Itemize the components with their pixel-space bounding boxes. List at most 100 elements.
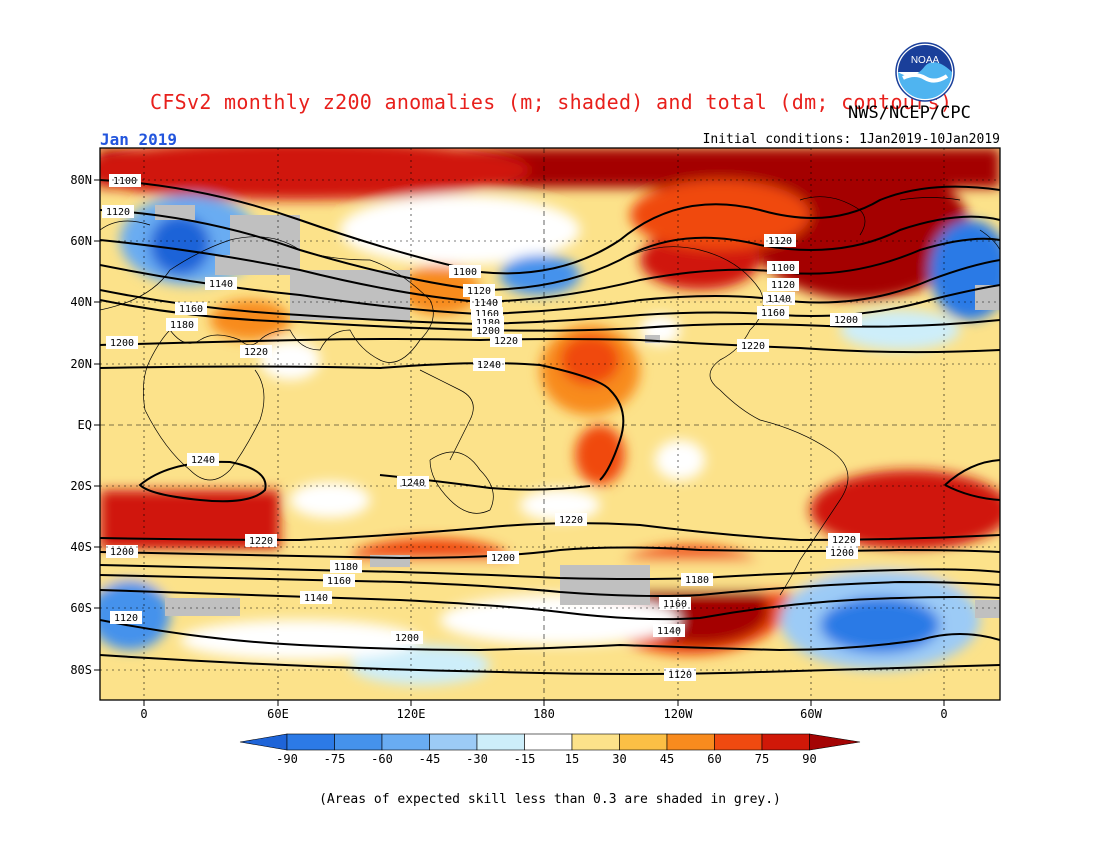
svg-text:1200: 1200: [110, 547, 134, 558]
contour-label: 1220: [245, 534, 277, 547]
lon-label: 60E: [267, 707, 289, 721]
colorbar-tick-label: -30: [466, 752, 488, 766]
colorbar-segment: [429, 733, 478, 751]
colorbar-tick-label: 30: [612, 752, 626, 766]
svg-text:1180: 1180: [685, 575, 709, 586]
svg-text:1200: 1200: [110, 338, 134, 349]
contour-label: 1140: [205, 277, 237, 290]
colorbar-tick-label: 45: [660, 752, 674, 766]
contour-label: 1220: [240, 345, 272, 358]
colorbar-tick-label: -45: [419, 752, 441, 766]
svg-text:1100: 1100: [771, 263, 795, 274]
contour-label: 1220: [737, 339, 769, 352]
lat-label: 40N: [70, 295, 92, 309]
contour-label: 1220: [555, 513, 587, 526]
contour-label: 1200: [106, 336, 138, 349]
contour-label: 1120: [764, 234, 796, 247]
contour-label: 1220: [490, 334, 522, 347]
contour-label: 1160: [175, 302, 207, 315]
svg-text:1240: 1240: [477, 360, 501, 371]
svg-text:1200: 1200: [395, 633, 419, 644]
svg-text:1140: 1140: [767, 294, 791, 305]
colorbar-tick-label: 90: [802, 752, 816, 766]
svg-text:1160: 1160: [327, 576, 351, 587]
contour-label: 1140: [300, 591, 332, 604]
contour-label: 1200: [487, 551, 519, 564]
contour-label: 1200: [830, 313, 862, 326]
svg-text:1180: 1180: [170, 320, 194, 331]
svg-text:1140: 1140: [304, 593, 328, 604]
shaded-anomaly-field: 1100 1120 1140 1160 1180 1200 1220 1240 …: [100, 148, 1000, 700]
colorbar-segment: [571, 733, 620, 751]
valid-month-label: Jan 2019: [100, 130, 178, 149]
svg-text:1120: 1120: [768, 236, 792, 247]
contour-label: 1160: [757, 306, 789, 319]
colorbar-tick-label: -15: [514, 752, 536, 766]
contour-label: 1160: [323, 574, 355, 587]
lat-label: 80S: [70, 663, 92, 677]
lon-label: 180: [533, 707, 555, 721]
svg-text:1100: 1100: [453, 267, 477, 278]
lat-label: 20S: [70, 479, 92, 493]
svg-text:1120: 1120: [771, 280, 795, 291]
svg-text:1120: 1120: [467, 286, 491, 297]
contour-label: 1100: [109, 174, 141, 187]
svg-text:1220: 1220: [249, 536, 273, 547]
colorbar-tick-label: -90: [276, 752, 298, 766]
svg-text:1220: 1220: [559, 515, 583, 526]
contour-label: 1120: [110, 611, 142, 624]
colorbar-segment: [761, 733, 810, 751]
axis-ticks: [94, 179, 945, 706]
colorbar-arrow-high: [809, 733, 861, 751]
lat-label: EQ: [78, 418, 92, 432]
svg-text:1240: 1240: [191, 455, 215, 466]
map-frame: [99, 147, 1001, 701]
contour-label: 1140: [763, 292, 795, 305]
logo-text: NOAA: [911, 55, 940, 66]
chart-title: CFSv2 monthly z200 anomalies (m; shaded)…: [150, 90, 953, 114]
lon-label: 120E: [397, 707, 426, 721]
svg-text:1200: 1200: [834, 315, 858, 326]
colorbar-segment: [666, 733, 715, 751]
contour-label: 1120: [664, 668, 696, 681]
noaa-logo-icon: NOAA: [895, 42, 955, 102]
agency-label: NWS/NCEP/CPC: [848, 103, 971, 123]
svg-text:1220: 1220: [494, 336, 518, 347]
colorbar-tick-label: 75: [755, 752, 769, 766]
lat-label: 20N: [70, 357, 92, 371]
contour-label: 1240: [397, 476, 429, 489]
colorbar-tick-label: -75: [324, 752, 346, 766]
lon-label: 0: [140, 707, 147, 721]
svg-text:1120: 1120: [106, 207, 130, 218]
contour-label: 1240: [473, 358, 505, 371]
contour-label: 1140: [470, 296, 502, 309]
contour-label: 1180: [166, 318, 198, 331]
map-gridlines: [100, 148, 1000, 700]
lon-label: 120W: [664, 707, 694, 721]
initial-conditions-label: Initial conditions: 1Jan2019-10Jan2019: [702, 132, 1000, 147]
contour-label: 1200: [472, 324, 504, 337]
colorbar-tick-label: 60: [707, 752, 721, 766]
contour-label: 1120: [102, 205, 134, 218]
colorbar-tick-label: -60: [371, 752, 393, 766]
contour-label: 1120: [767, 278, 799, 291]
colorbar-segment: [334, 733, 383, 751]
svg-text:1140: 1140: [209, 279, 233, 290]
height-contours: [100, 179, 1000, 675]
lat-label: 40S: [70, 540, 92, 554]
svg-text:1240: 1240: [401, 478, 425, 489]
contour-label: 1100: [449, 265, 481, 278]
colorbar-segment: [714, 733, 763, 751]
contour-label: 1100: [767, 261, 799, 274]
contour-label: 1160: [659, 597, 691, 610]
contour-label: 1200: [106, 545, 138, 558]
skill-footnote: (Areas of expected skill less than 0.3 a…: [319, 792, 781, 807]
contour-label: 1200: [391, 631, 423, 644]
colorbar-arrow-low: [239, 733, 288, 751]
svg-text:1100: 1100: [113, 176, 137, 187]
contour-label: 1240: [187, 453, 219, 466]
lat-label: 80N: [70, 173, 92, 187]
colorbar-segment: [619, 733, 668, 751]
svg-text:1120: 1120: [114, 613, 138, 624]
